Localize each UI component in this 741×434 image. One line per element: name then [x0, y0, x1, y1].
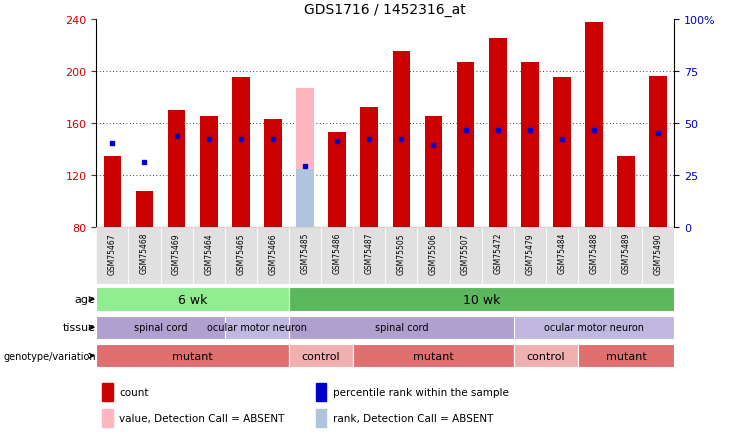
Bar: [456, 62, 474, 228]
Text: GSM75490: GSM75490: [654, 232, 662, 274]
Bar: [328, 133, 346, 228]
Text: 6 wk: 6 wk: [178, 293, 207, 306]
Text: GSM75505: GSM75505: [397, 232, 406, 274]
Bar: [257, 228, 289, 284]
Text: tissue: tissue: [63, 323, 96, 332]
Bar: [610, 228, 642, 284]
Bar: [104, 156, 122, 228]
Text: mutant: mutant: [413, 351, 453, 361]
Bar: [316, 383, 326, 401]
Bar: [289, 228, 321, 284]
Bar: [289, 288, 674, 311]
Text: GSM75484: GSM75484: [557, 232, 566, 274]
Text: GSM75486: GSM75486: [333, 232, 342, 274]
Bar: [393, 52, 411, 228]
Bar: [232, 78, 250, 228]
Title: GDS1716 / 1452316_at: GDS1716 / 1452316_at: [305, 3, 466, 17]
Text: GSM75479: GSM75479: [525, 232, 534, 274]
Text: mutant: mutant: [173, 351, 213, 361]
Bar: [96, 288, 289, 311]
Text: GSM75472: GSM75472: [494, 232, 502, 274]
Bar: [193, 228, 225, 284]
Bar: [167, 111, 185, 228]
Text: genotype/variation: genotype/variation: [3, 351, 96, 361]
Text: percentile rank within the sample: percentile rank within the sample: [333, 387, 509, 397]
Text: control: control: [527, 351, 565, 361]
Text: GSM75485: GSM75485: [301, 232, 310, 274]
Bar: [316, 409, 326, 427]
Bar: [128, 228, 161, 284]
Text: GSM75467: GSM75467: [108, 232, 117, 274]
Text: GSM75506: GSM75506: [429, 232, 438, 274]
Text: ocular motor neuron: ocular motor neuron: [544, 323, 644, 332]
Bar: [514, 316, 674, 339]
Bar: [385, 228, 417, 284]
Text: spinal cord: spinal cord: [134, 323, 187, 332]
Text: value, Detection Call = ABSENT: value, Detection Call = ABSENT: [119, 413, 285, 423]
Text: GSM75469: GSM75469: [172, 232, 181, 274]
Text: mutant: mutant: [606, 351, 646, 361]
Text: GSM75468: GSM75468: [140, 232, 149, 274]
Text: 10 wk: 10 wk: [463, 293, 500, 306]
Bar: [353, 344, 514, 368]
Text: GSM75465: GSM75465: [236, 232, 245, 274]
Text: GSM75489: GSM75489: [622, 232, 631, 274]
Bar: [514, 228, 546, 284]
Text: GSM75488: GSM75488: [590, 232, 599, 274]
Bar: [425, 117, 442, 228]
Bar: [289, 344, 353, 368]
Bar: [360, 108, 378, 228]
Bar: [546, 228, 578, 284]
Bar: [585, 23, 603, 228]
Bar: [489, 39, 507, 228]
Text: count: count: [119, 387, 149, 397]
Bar: [649, 77, 667, 228]
Bar: [225, 316, 289, 339]
Bar: [353, 228, 385, 284]
Bar: [296, 89, 314, 228]
Text: age: age: [75, 295, 96, 304]
Text: GSM75466: GSM75466: [268, 232, 277, 274]
Bar: [617, 156, 635, 228]
Bar: [96, 228, 128, 284]
Bar: [450, 228, 482, 284]
Bar: [225, 228, 257, 284]
Bar: [321, 228, 353, 284]
Bar: [102, 409, 113, 427]
Bar: [642, 228, 674, 284]
Text: GSM75464: GSM75464: [205, 232, 213, 274]
Bar: [417, 228, 450, 284]
Bar: [482, 228, 514, 284]
Bar: [136, 191, 153, 228]
Bar: [264, 120, 282, 228]
Bar: [553, 78, 571, 228]
Bar: [96, 316, 225, 339]
Text: rank, Detection Call = ABSENT: rank, Detection Call = ABSENT: [333, 413, 494, 423]
Bar: [96, 344, 289, 368]
Bar: [102, 383, 113, 401]
Bar: [578, 228, 610, 284]
Text: GSM75507: GSM75507: [461, 232, 470, 274]
Text: GSM75487: GSM75487: [365, 232, 373, 274]
Text: spinal cord: spinal cord: [375, 323, 428, 332]
Text: ocular motor neuron: ocular motor neuron: [207, 323, 307, 332]
Bar: [514, 344, 578, 368]
Bar: [161, 228, 193, 284]
Text: control: control: [302, 351, 340, 361]
Bar: [578, 344, 674, 368]
Bar: [521, 62, 539, 228]
Bar: [296, 169, 314, 228]
Bar: [289, 316, 514, 339]
Bar: [200, 117, 218, 228]
